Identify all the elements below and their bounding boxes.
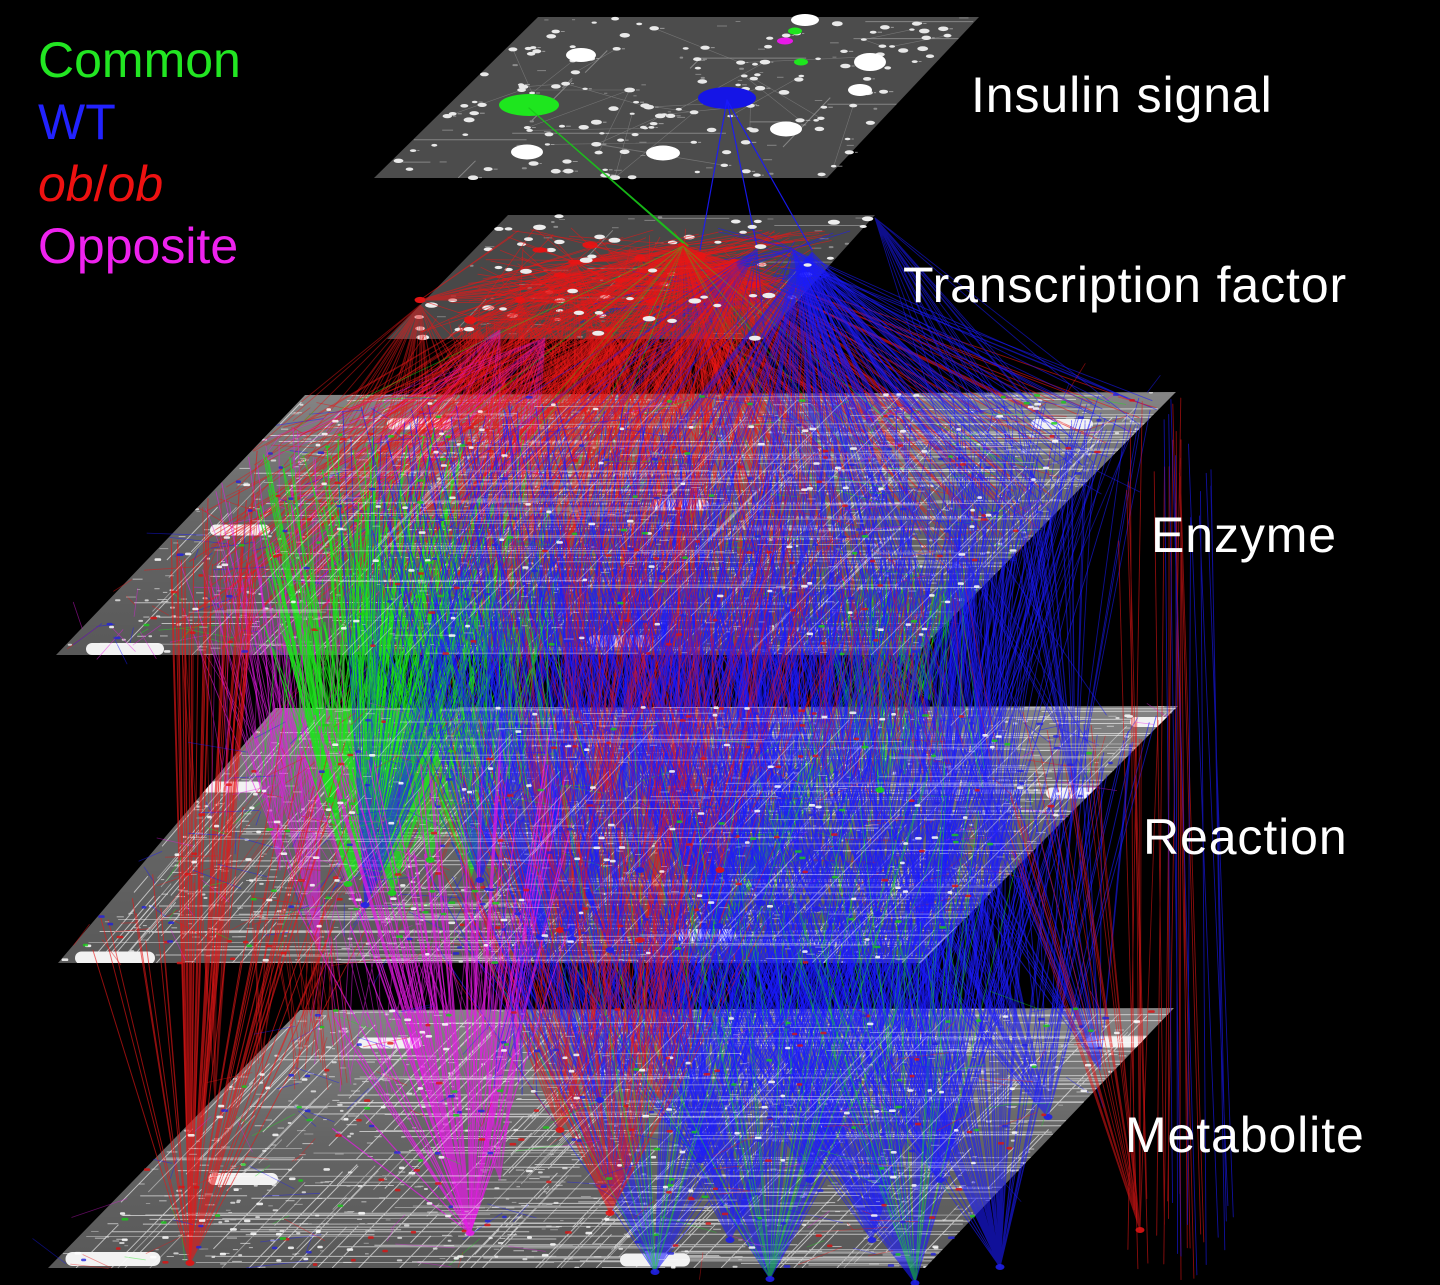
- svg-text:WT: WT: [38, 94, 116, 150]
- svg-text:Insulin signal: Insulin signal: [971, 67, 1273, 123]
- svg-text:Common: Common: [38, 32, 241, 88]
- svg-text:ob/ob: ob/ob: [38, 156, 163, 212]
- svg-text:Opposite: Opposite: [38, 218, 238, 274]
- svg-text:Transcription factor: Transcription factor: [903, 257, 1347, 313]
- svg-text:Reaction: Reaction: [1143, 809, 1348, 865]
- svg-text:Metabolite: Metabolite: [1125, 1107, 1365, 1163]
- svg-text:Enzyme: Enzyme: [1151, 507, 1337, 563]
